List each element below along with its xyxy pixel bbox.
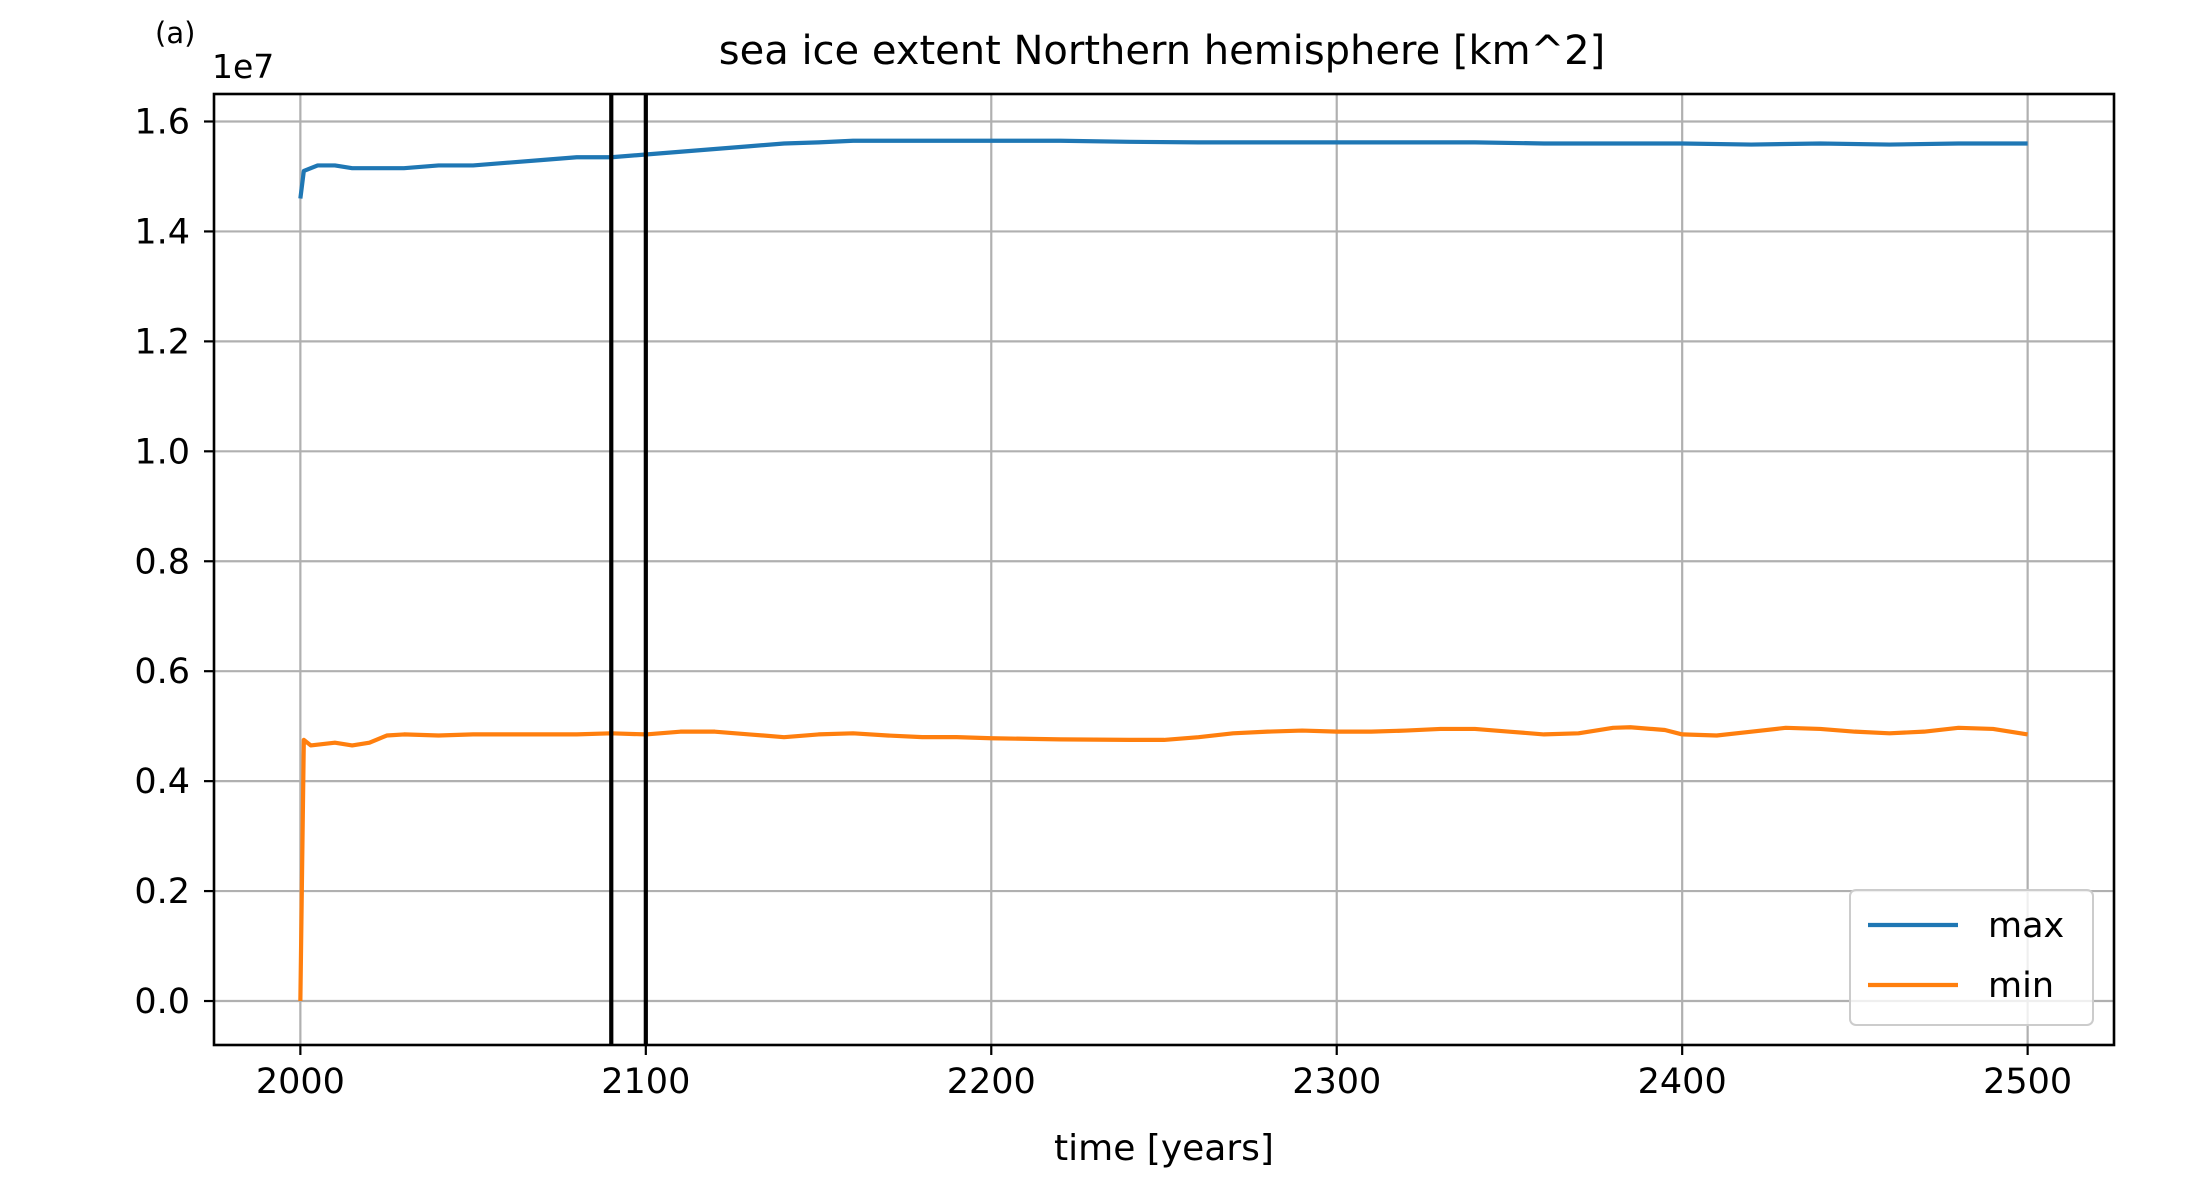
legend: max min xyxy=(1849,889,2094,1026)
reference-lines xyxy=(609,94,648,1045)
x-tick-label: 2300 xyxy=(1292,1062,1381,1102)
series-line-max xyxy=(298,138,2028,199)
x-tick-label: 2500 xyxy=(1983,1062,2072,1102)
x-tick-label: 2200 xyxy=(947,1062,1036,1102)
legend-label-max: max xyxy=(1988,906,2064,946)
y-tick-label: 0.0 xyxy=(134,982,190,1022)
y-offset-label: 1e7 xyxy=(212,47,274,86)
y-tick-label: 0.8 xyxy=(134,542,190,582)
plot-frame xyxy=(212,92,2116,1047)
x-tick-label: 2100 xyxy=(601,1062,690,1102)
y-tick-label: 0.2 xyxy=(134,872,190,912)
y-tick-label: 1.4 xyxy=(134,212,190,252)
x-tick-label: 2000 xyxy=(256,1062,345,1102)
y-tick-label: 1.2 xyxy=(134,322,190,362)
panel-label: (a) xyxy=(155,16,195,50)
series-group xyxy=(298,138,2028,1002)
grid xyxy=(214,94,2114,1045)
series-line-min xyxy=(298,725,2028,1002)
x-axis: 2000 2100 2200 2300 2400 2500 xyxy=(256,1045,2072,1102)
y-tick-label: 1.0 xyxy=(134,432,190,472)
x-tick-label: 2400 xyxy=(1638,1062,1727,1102)
x-axis-label: time [years] xyxy=(1054,1128,1274,1169)
y-axis: 0.0 0.2 0.4 0.6 0.8 1.0 1.2 1.4 1.6 xyxy=(134,102,214,1022)
y-tick-label: 0.6 xyxy=(134,652,190,692)
legend-label-min: min xyxy=(1988,966,2054,1006)
chart-title: sea ice extent Northern hemisphere [km^2… xyxy=(719,28,1605,74)
y-tick-label: 1.6 xyxy=(134,102,190,142)
y-tick-label: 0.4 xyxy=(134,762,190,802)
